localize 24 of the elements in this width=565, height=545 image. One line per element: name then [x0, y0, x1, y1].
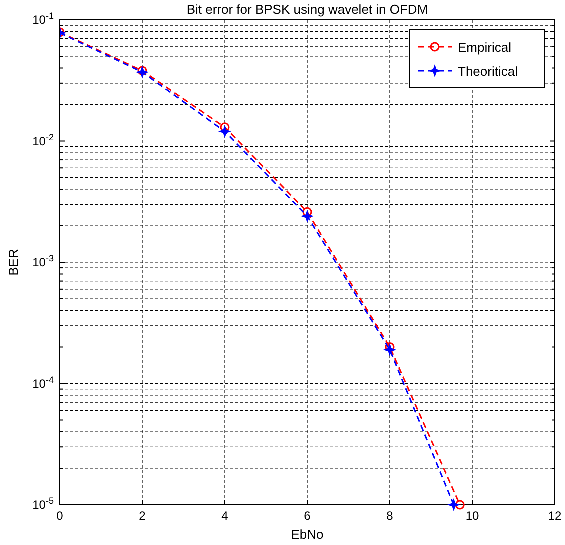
y-tick-label: 10$^{-5}$ [32, 496, 54, 512]
y-axis-title: BER [6, 249, 21, 276]
point [302, 210, 313, 222]
y-tick-label: 10$^{-1}$ [32, 11, 54, 27]
x-tick-label: 10 [466, 509, 480, 523]
x-tick-label: 0 [56, 509, 64, 523]
legend-label: Empirical [458, 40, 512, 55]
x-axis-title: EbNo [291, 527, 324, 542]
point [384, 344, 396, 356]
legend-label: Theoritical [458, 64, 518, 79]
y-tick-label: 10$^{-2}$ [32, 132, 54, 148]
x-tick-label: 4 [222, 509, 229, 523]
point [448, 500, 460, 510]
x-tick-label: 8 [386, 509, 394, 523]
point [220, 126, 230, 138]
y-tick-label: 10$^{-3}$ [32, 254, 54, 270]
x-tick-label: 2 [139, 509, 146, 523]
point [385, 342, 395, 352]
y-tick-label: 10$^{-4}$ [32, 374, 54, 391]
x-tick-label: 12 [548, 509, 562, 523]
point [455, 500, 465, 510]
chart-title: Bit error for BPSK using wavelet in OFDM [186, 2, 428, 17]
x-tick-label: 6 [304, 509, 312, 523]
point [302, 207, 312, 217]
